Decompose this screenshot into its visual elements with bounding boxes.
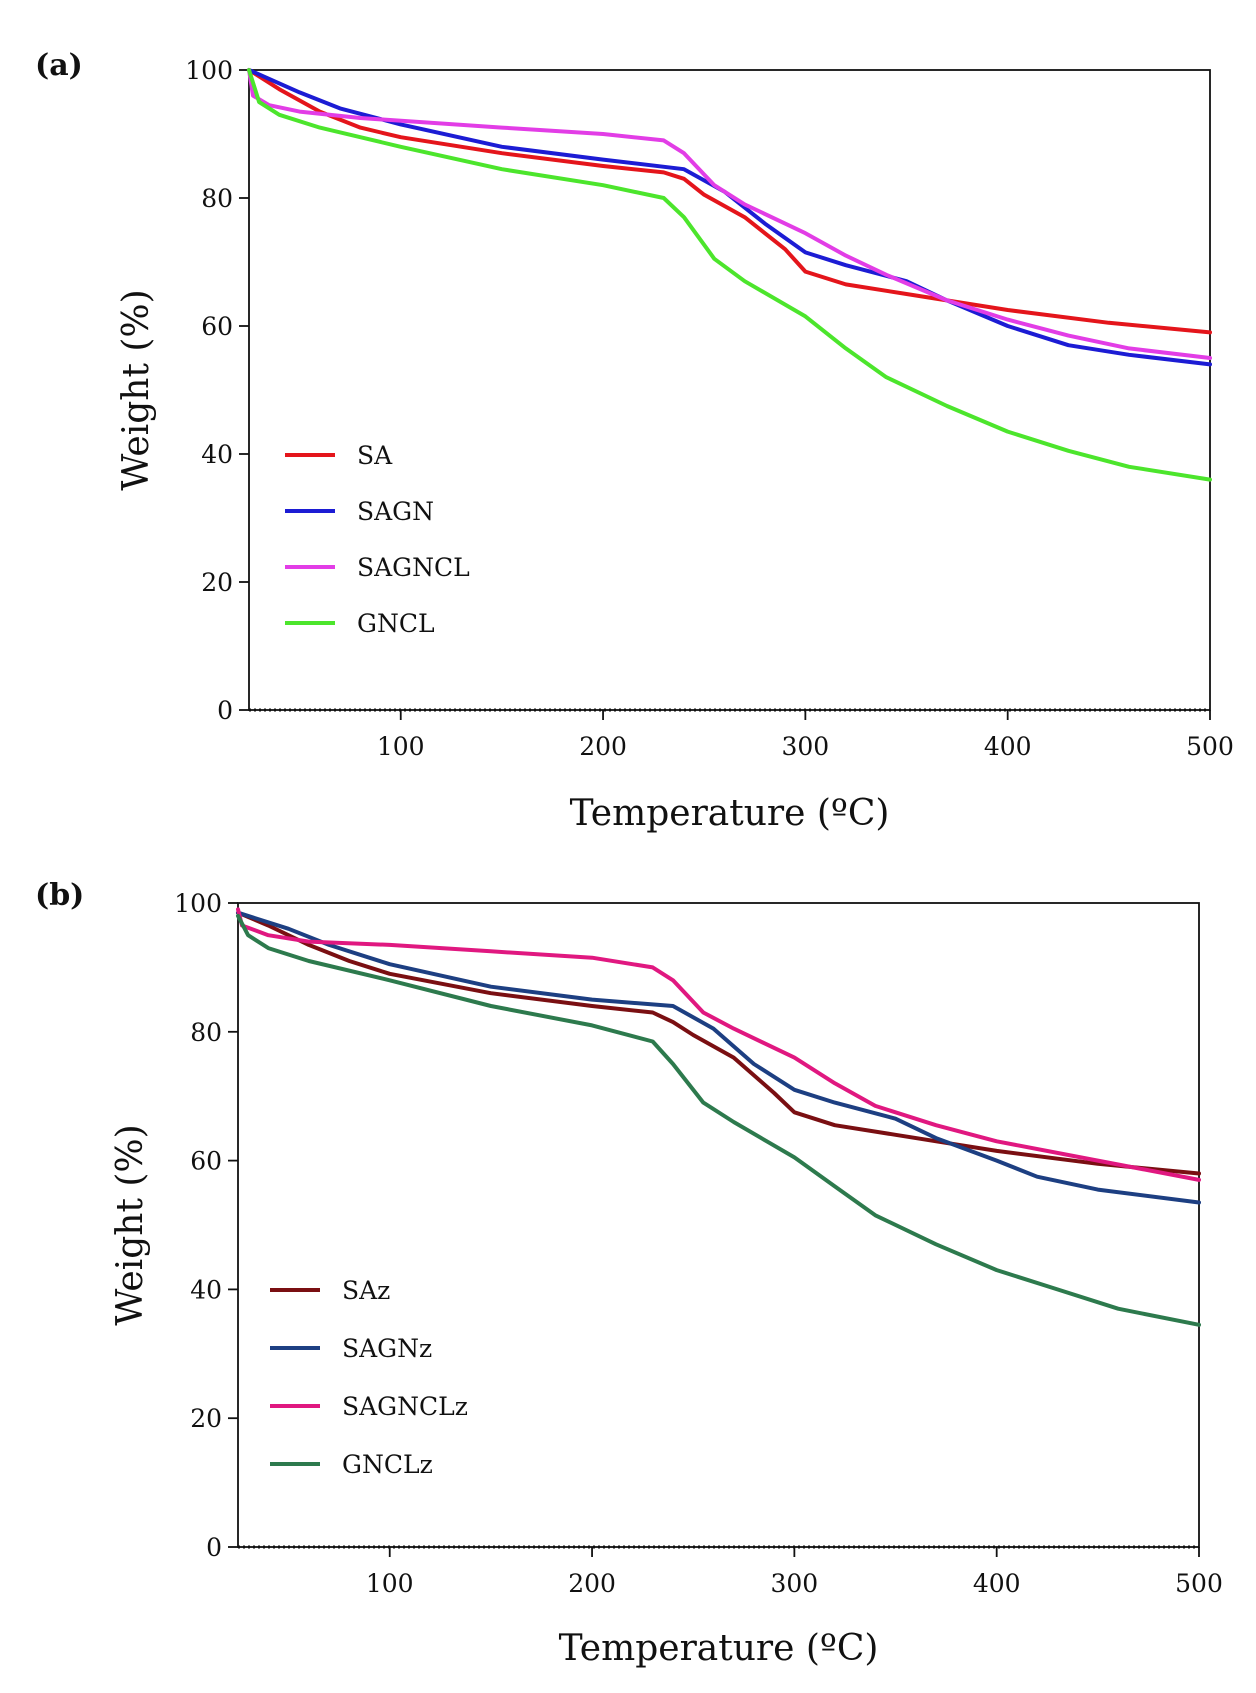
y-tick-label: 80 xyxy=(190,1018,222,1047)
y-tick-label: 100 xyxy=(185,56,233,85)
legend-label: SAGNz xyxy=(342,1334,432,1363)
y-tick-label: 20 xyxy=(201,568,233,597)
series-line-sagnclz xyxy=(236,907,1201,1182)
y-tick-label: 40 xyxy=(190,1275,222,1304)
x-axis-title: Temperature (ºC) xyxy=(570,793,890,834)
x-tick-label: 500 xyxy=(1175,1569,1223,1598)
legend-label: SAGN xyxy=(357,497,434,526)
series-line-sagnz xyxy=(236,910,1201,1205)
y-tick-label: 0 xyxy=(206,1533,222,1562)
legend-label: SAGNCLz xyxy=(342,1392,468,1421)
legend-label: SAGNCL xyxy=(357,553,470,582)
y-tick-label: 60 xyxy=(201,312,233,341)
y-tick-label: 80 xyxy=(201,184,233,213)
series-line-sa xyxy=(247,68,1212,335)
legend-label: SAz xyxy=(342,1276,390,1305)
panel-a: (a) 0 20 40 60 80 100 100 200 300 400 500 Temperatu… xyxy=(35,48,1234,834)
series-line-saz xyxy=(236,910,1201,1176)
x-tick-label: 200 xyxy=(568,1569,616,1598)
x-tick-label: 400 xyxy=(973,1569,1021,1598)
legend-label: GNCLz xyxy=(342,1450,433,1479)
y-tick-label: 0 xyxy=(217,696,233,725)
series-line-gnclz xyxy=(236,913,1201,1327)
y-tick-label: 60 xyxy=(190,1147,222,1176)
series-line-gncl xyxy=(247,68,1212,482)
y-axis-title: Weight (%) xyxy=(110,1124,151,1325)
panel-b: (b) 0 20 40 60 80 100 100 200 300 400 500 Temperatu… xyxy=(35,878,1223,1669)
x-tick-label: 300 xyxy=(782,732,830,761)
y-axis-title: Weight (%) xyxy=(116,289,157,490)
x-tick-label: 100 xyxy=(366,1569,414,1598)
y-tick-label: 20 xyxy=(190,1404,222,1433)
x-tick-label: 400 xyxy=(984,732,1032,761)
panel-label: (a) xyxy=(35,48,83,83)
panel-label: (b) xyxy=(35,878,84,913)
y-tick-label: 100 xyxy=(174,889,222,918)
series-line-sagn xyxy=(247,68,1212,367)
y-tick-label: 40 xyxy=(201,440,233,469)
x-tick-label: 500 xyxy=(1186,732,1234,761)
legend-label: GNCL xyxy=(357,609,435,638)
x-axis-title: Temperature (ºC) xyxy=(559,1628,879,1669)
x-tick-label: 100 xyxy=(377,732,425,761)
x-tick-label: 300 xyxy=(771,1569,819,1598)
x-tick-label: 200 xyxy=(579,732,627,761)
series-line-sagncl xyxy=(247,68,1212,360)
legend-label: SA xyxy=(357,441,393,470)
